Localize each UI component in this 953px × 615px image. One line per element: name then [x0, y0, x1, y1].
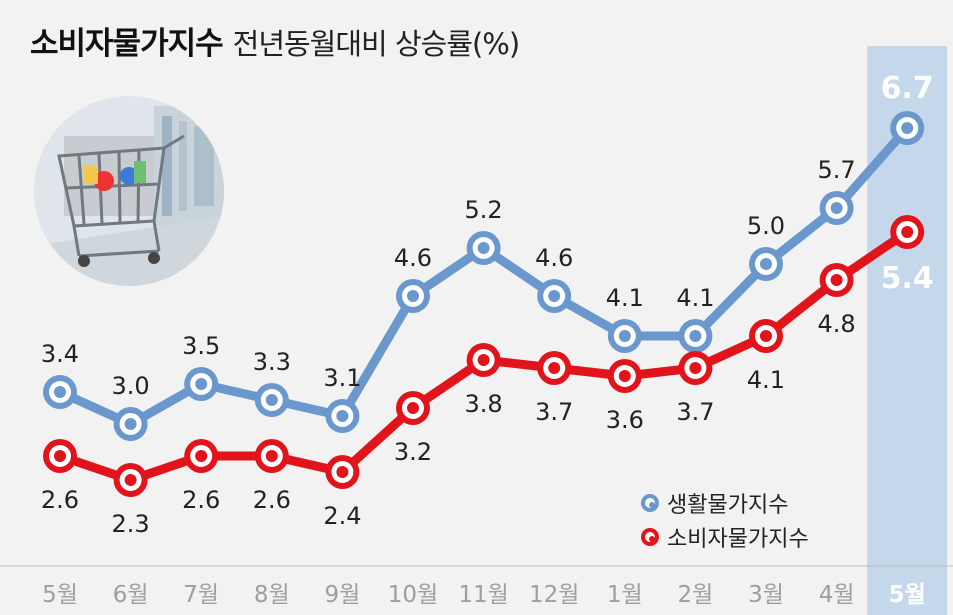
data-point-living: [113, 407, 148, 441]
title-sub: 전년동월대비 상승률(%): [232, 27, 521, 61]
data-label-consumer: 4.8: [818, 310, 856, 338]
data-label-consumer: 2.3: [112, 510, 150, 538]
data-label-living: 3.1: [323, 364, 361, 392]
title-main: 소비자물가지수: [30, 26, 224, 62]
x-tick-label: 10월: [388, 582, 438, 608]
legend-item-living: 생활물가지수: [641, 486, 809, 520]
data-point-consumer: [325, 455, 360, 489]
data-label-consumer: 2.4: [323, 502, 361, 530]
data-point-consumer: [890, 215, 925, 249]
data-label-living: 5.2: [465, 196, 503, 224]
x-tick-label: 3월: [748, 582, 784, 608]
data-point-living: [184, 367, 219, 401]
data-label-living: 3.5: [182, 332, 220, 360]
data-label-consumer: 3.7: [535, 398, 573, 426]
data-label-living: 6.7: [881, 71, 934, 106]
data-point-living: [607, 319, 642, 353]
legend-item-consumer: 소비자물가지수: [641, 520, 809, 554]
x-tick-label: 5월: [889, 582, 926, 608]
data-point-consumer: [184, 439, 219, 473]
x-tick-label: 1월: [607, 582, 643, 608]
data-point-living: [43, 375, 77, 409]
data-point-consumer: [254, 439, 289, 473]
data-point-living: [890, 111, 925, 145]
legend-marker-living-icon: [641, 494, 659, 512]
data-label-living: 4.6: [535, 244, 573, 272]
data-point-living: [254, 383, 289, 417]
data-point-living: [819, 191, 854, 225]
chart-title: 소비자물가지수 전년동월대비 상승률(%): [30, 18, 521, 63]
x-tick-label: 11월: [458, 582, 508, 608]
data-label-consumer: 5.4: [881, 261, 934, 296]
data-point-consumer: [396, 391, 430, 425]
data-label-living: 5.7: [818, 156, 856, 184]
legend-label-living: 생활물가지수: [667, 493, 789, 518]
x-tick-label: 9월: [325, 582, 361, 608]
legend-label-consumer: 소비자물가지수: [667, 527, 809, 552]
data-point-living: [396, 279, 430, 313]
data-point-living: [325, 399, 360, 433]
x-tick-label: 6월: [113, 582, 149, 608]
data-point-living: [537, 279, 572, 313]
x-tick-label: 5월: [42, 582, 78, 608]
data-point-living: [466, 231, 501, 265]
data-label-living: 4.6: [394, 244, 432, 272]
data-point-consumer: [43, 439, 77, 473]
data-label-living: 4.1: [606, 284, 644, 312]
data-label-consumer: 2.6: [253, 486, 291, 514]
data-label-consumer: 3.6: [606, 406, 644, 434]
data-label-living: 3.3: [253, 348, 291, 376]
data-label-living: 5.0: [747, 212, 785, 240]
x-tick-label: 7월: [183, 582, 219, 608]
data-point-consumer: [113, 463, 148, 497]
legend-marker-consumer-icon: [641, 528, 659, 546]
data-label-consumer: 2.6: [182, 486, 220, 514]
data-point-consumer: [678, 351, 713, 385]
data-point-consumer: [749, 319, 783, 353]
data-label-consumer: 3.2: [394, 438, 432, 466]
data-point-living: [749, 247, 783, 281]
data-point-consumer: [537, 351, 572, 385]
data-label-living: 3.0: [112, 372, 150, 400]
x-tick-label: 2월: [678, 582, 714, 608]
data-label-consumer: 3.8: [465, 390, 503, 418]
data-label-living: 4.1: [676, 284, 714, 312]
x-tick-label: 12월: [529, 582, 579, 608]
data-point-consumer: [819, 263, 854, 297]
data-point-consumer: [466, 343, 501, 377]
data-label-consumer: 2.6: [41, 486, 79, 514]
data-label-consumer: 3.7: [676, 398, 714, 426]
data-point-living: [678, 319, 713, 353]
x-tick-label: 8월: [254, 582, 290, 608]
shopping-cart-icon: [34, 96, 224, 286]
legend: 생활물가지수 소비자물가지수: [641, 486, 809, 554]
x-tick-label: 4월: [819, 582, 855, 608]
data-point-consumer: [607, 359, 642, 393]
data-label-consumer: 4.1: [747, 366, 785, 394]
data-label-living: 3.4: [41, 340, 79, 368]
